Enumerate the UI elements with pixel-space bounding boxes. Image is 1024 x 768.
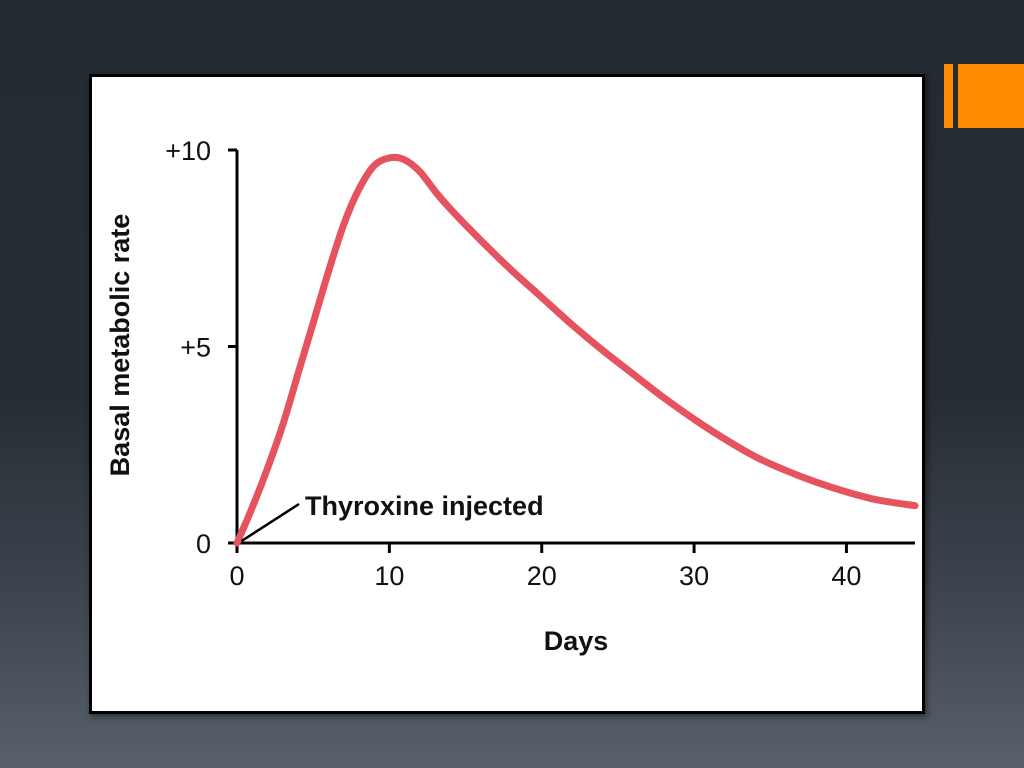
y-tick-label: +5 (180, 333, 211, 363)
annotation-text: Thyroxine injected (305, 491, 544, 521)
x-tick-label: 10 (374, 561, 404, 591)
x-tick-label: 20 (527, 561, 557, 591)
accent-bar-wide (958, 64, 1024, 128)
y-tick-label: +10 (165, 136, 211, 166)
x-axis-title: Days (544, 626, 609, 656)
x-tick-label: 0 (229, 561, 244, 591)
series-line (233, 153, 919, 547)
annotation: Thyroxine injected (240, 491, 544, 543)
accent-bar-thin (944, 64, 953, 128)
chart-frame: 0 +5 +10 0 10 20 30 40 Thyroxine injected Days… (89, 74, 925, 714)
x-tick-label: 30 (679, 561, 709, 591)
annotation-leader-line (240, 502, 300, 543)
x-ticks: 0 10 20 30 40 (229, 543, 861, 591)
y-ticks: 0 +5 +10 (165, 136, 237, 559)
y-tick-label: 0 (196, 529, 211, 559)
y-axis-title: Basal metabolic rate (105, 214, 135, 477)
x-tick-label: 40 (831, 561, 861, 591)
chart: 0 +5 +10 0 10 20 30 40 Thyroxine injected Days… (105, 136, 919, 656)
